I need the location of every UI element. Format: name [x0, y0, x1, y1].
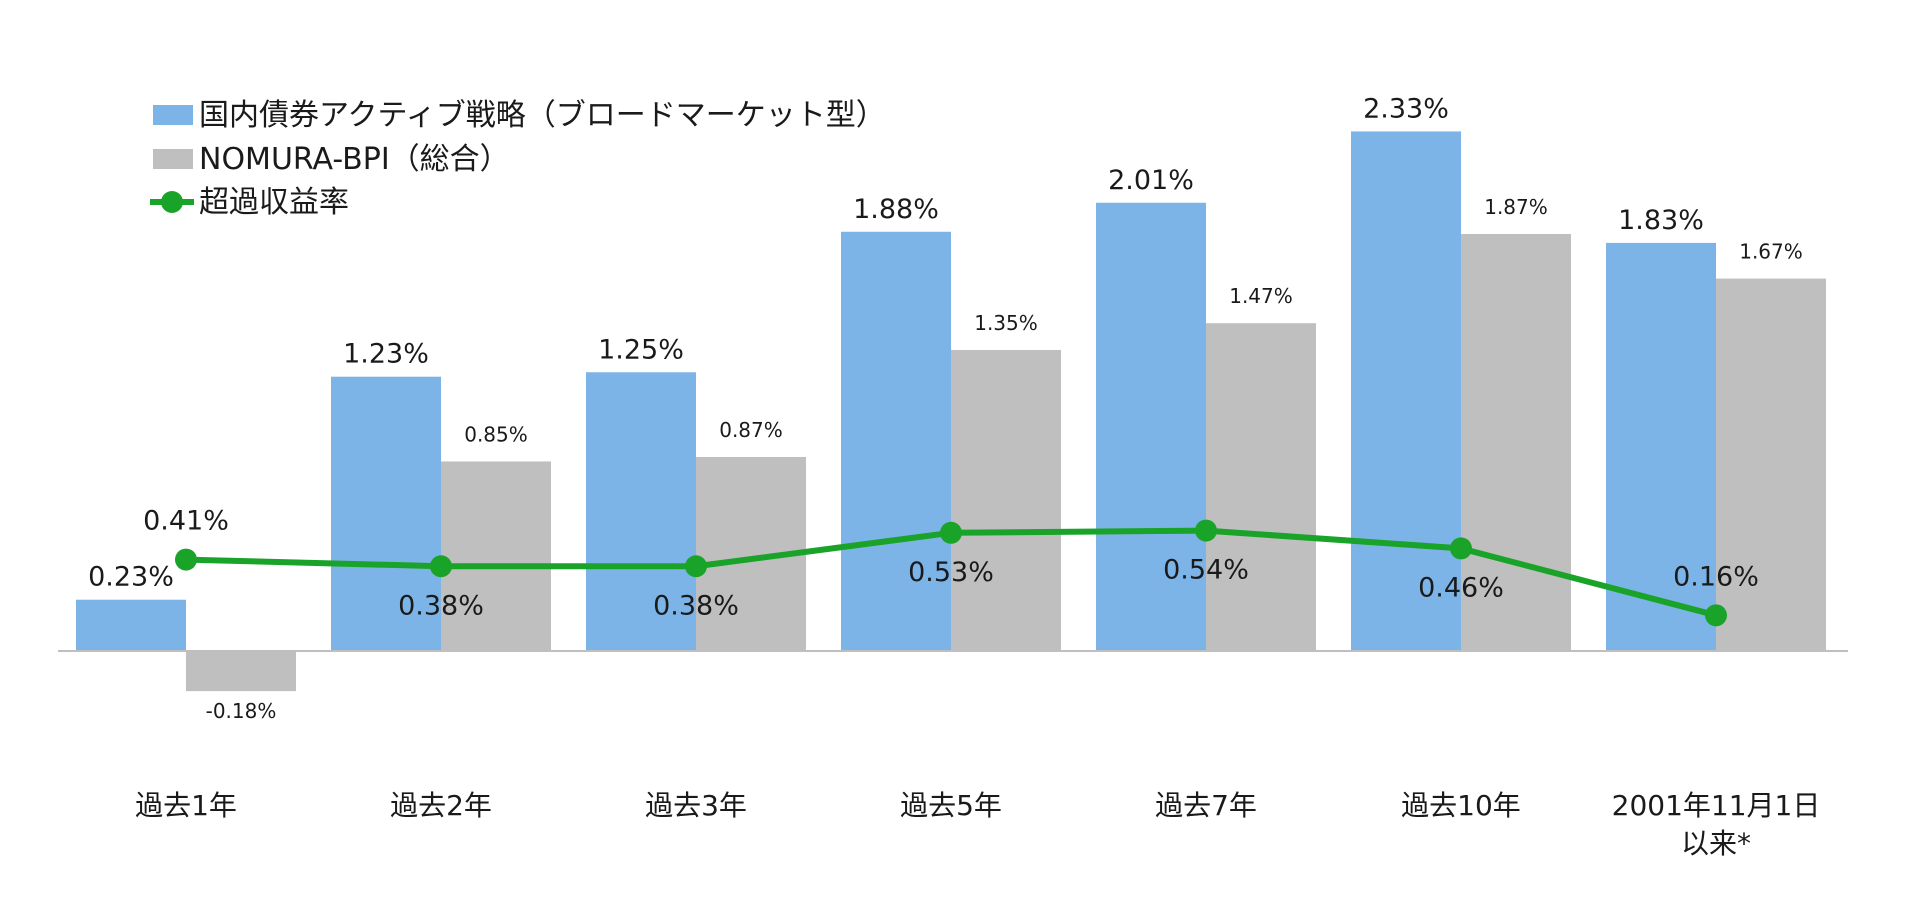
point-excess-return [940, 521, 962, 544]
bar-benchmark [951, 349, 1061, 651]
legend-item-excess: 超過収益率 [150, 185, 349, 220]
data-label-excess: 0.53% [908, 557, 994, 588]
category-label: 過去10年 [1401, 789, 1521, 822]
data-label-benchmark: 1.47% [1229, 284, 1293, 308]
data-label-strategy: 1.23% [343, 339, 429, 370]
data-label-strategy: 1.83% [1618, 205, 1704, 236]
bar-strategy [1606, 242, 1716, 651]
legend-swatch-strategy [153, 105, 193, 125]
category-label: 過去1年 [135, 789, 237, 822]
data-label-excess: 0.16% [1673, 561, 1759, 592]
point-excess-return [685, 555, 707, 578]
legend-swatch-benchmark [153, 149, 193, 169]
legend-item-strategy: 国内債券アクティブ戦略（ブロードマーケット型） [153, 98, 886, 133]
bar-strategy [1096, 202, 1206, 651]
data-label-benchmark: 1.87% [1484, 195, 1548, 219]
data-label-benchmark: 0.87% [719, 418, 783, 442]
legend-label-strategy: 国内債券アクティブ戦略（ブロードマーケット型） [199, 98, 886, 133]
data-label-excess: 0.41% [143, 506, 229, 537]
legend-item-benchmark: NOMURA-BPI（総合） [153, 142, 510, 177]
category-label: 過去3年 [645, 789, 747, 822]
bar-benchmark [186, 651, 296, 692]
data-label-strategy: 1.25% [598, 334, 684, 365]
category-label: 以来* [1681, 827, 1751, 860]
point-excess-return [1705, 604, 1727, 627]
data-label-benchmark: -0.18% [206, 699, 277, 723]
bar-strategy [586, 372, 696, 651]
bar-benchmark [441, 461, 551, 651]
data-label-excess: 0.46% [1418, 572, 1504, 603]
legend: 国内債券アクティブ戦略（ブロードマーケット型） NOMURA-BPI（総合） 超… [150, 98, 886, 220]
point-excess-return [1195, 519, 1217, 542]
category-label: 2001年11月1日 [1612, 789, 1821, 822]
data-label-excess: 0.54% [1163, 555, 1249, 586]
plot-area: 0.23% -0.18% 過去1年 1.23% 0.85% 過去2年 1.25% 0.87% 過… [58, 93, 1848, 860]
legend-label-excess: 超過収益率 [199, 185, 349, 220]
data-label-strategy: 1.88% [853, 194, 939, 225]
category-label: 過去2年 [390, 789, 492, 822]
legend-marker-excess [161, 191, 183, 213]
bar-benchmark [1206, 323, 1316, 651]
data-label-strategy: 2.01% [1108, 165, 1194, 196]
data-label-benchmark: 0.85% [464, 422, 528, 446]
point-excess-return [175, 548, 197, 571]
data-label-benchmark: 1.35% [974, 311, 1038, 335]
data-label-strategy: 2.33% [1363, 93, 1449, 124]
category-label: 過去7年 [1155, 789, 1257, 822]
bar-benchmark [1461, 233, 1571, 652]
legend-label-benchmark: NOMURA-BPI（総合） [199, 142, 510, 177]
data-label-strategy: 0.23% [88, 562, 174, 593]
data-label-excess: 0.38% [653, 590, 739, 621]
bar-benchmark [1716, 278, 1826, 651]
data-label-benchmark: 1.67% [1739, 240, 1803, 264]
category-label: 過去5年 [900, 789, 1002, 822]
data-label-excess: 0.38% [398, 590, 484, 621]
point-excess-return [1450, 537, 1472, 560]
point-excess-return [430, 555, 452, 578]
bar-strategy [331, 376, 441, 651]
bar-strategy [76, 599, 186, 651]
bar-strategy [841, 231, 951, 651]
bar-strategy [1351, 131, 1461, 651]
